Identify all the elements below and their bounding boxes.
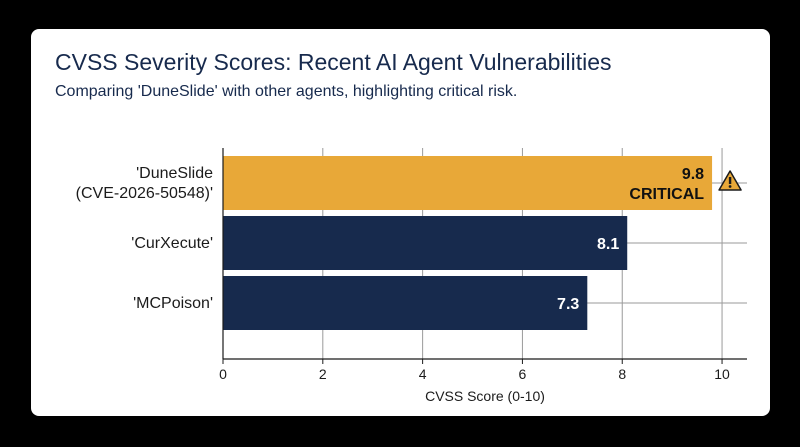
x-tick-label-4: 8 xyxy=(618,366,626,382)
value-label-0: 9.8 xyxy=(682,166,704,183)
x-tick-label-1: 2 xyxy=(319,366,327,382)
x-tick-label-3: 6 xyxy=(519,366,527,382)
bar-chart: 0 2 4 6 8 10 CVSS Score (0-10) 'DuneSlide (CVE-2… xyxy=(76,148,747,404)
x-tick-label-2: 4 xyxy=(419,366,427,382)
category-label-1: 'CurXecute' xyxy=(131,235,213,252)
warning-icon xyxy=(718,170,742,191)
annotation-critical-label: CRITICAL xyxy=(629,186,704,203)
chart-subtitle: Comparing 'DuneSlide' with other agents,… xyxy=(55,83,518,100)
x-tick-label-5: 10 xyxy=(714,366,730,382)
bar-0 xyxy=(223,156,713,210)
chart-card: CVSS Severity Scores: Recent AI Agent Vu… xyxy=(31,29,770,416)
category-label-0-line-1: (CVE-2026-50548)' xyxy=(76,185,213,202)
x-axis-label: CVSS Score (0-10) xyxy=(425,388,545,404)
bar-2 xyxy=(223,276,588,330)
value-label-1: 8.1 xyxy=(597,236,619,253)
value-label-2: 7.3 xyxy=(557,296,579,313)
x-tick-label-0: 0 xyxy=(219,366,227,382)
category-label-2: 'MCPoison' xyxy=(133,295,213,312)
category-label-0-line-0: 'DuneSlide xyxy=(136,165,213,182)
chart-title: CVSS Severity Scores: Recent AI Agent Vu… xyxy=(55,49,612,75)
bar-1 xyxy=(223,216,628,270)
